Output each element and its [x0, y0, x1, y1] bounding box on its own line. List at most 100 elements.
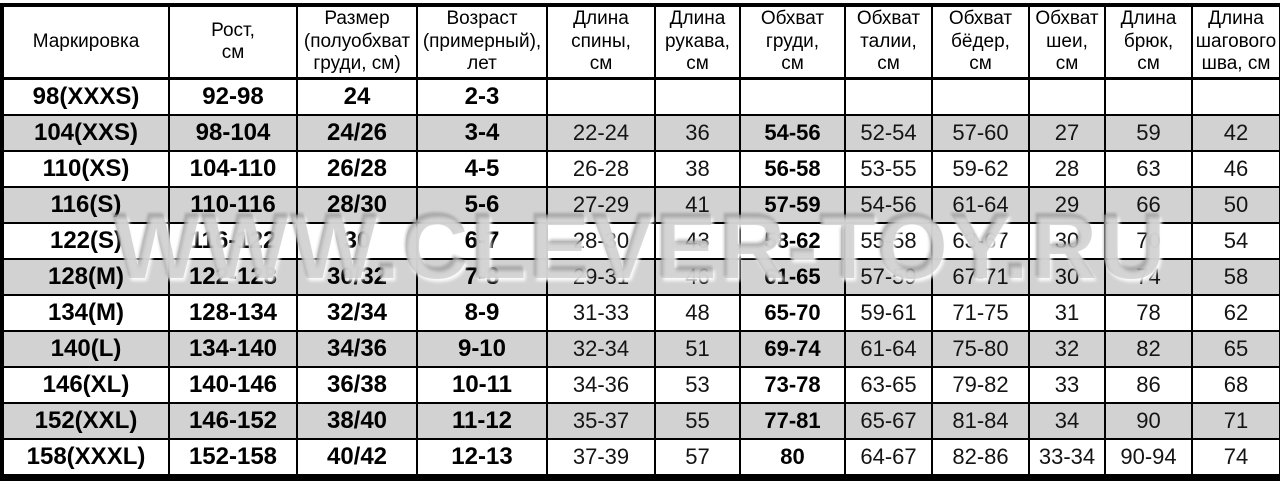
table-cell: 59-62	[931, 150, 1030, 188]
table-cell: 55	[654, 402, 741, 440]
table-cell: 28-30	[546, 222, 656, 260]
table-cell: 4-5	[416, 150, 548, 188]
column-header: Длина спины, см	[546, 4, 656, 80]
table-cell: 26/28	[296, 150, 418, 188]
table-cell: 34	[1028, 402, 1106, 440]
table-cell: 70	[1104, 222, 1193, 260]
table-cell: 98-104	[168, 114, 298, 152]
table-cell: 61-64	[931, 186, 1030, 224]
table-row: 158(XXXL) 152-158 40/42 12-13 37-39 57 80 64-67…	[1, 438, 1280, 479]
table-cell: 41	[654, 186, 741, 224]
marking-cell: 152(XXL)	[1, 402, 170, 440]
table-cell	[1028, 77, 1106, 116]
table-cell: 31-33	[546, 294, 656, 332]
table-cell: 78	[1104, 294, 1193, 332]
table-cell: 12-13	[416, 438, 548, 479]
table-cell: 82	[1104, 330, 1193, 368]
table-cell: 56-58	[739, 150, 846, 188]
table-cell: 90-94	[1104, 438, 1193, 479]
table-cell: 53	[654, 366, 741, 404]
table-cell: 51	[654, 330, 741, 368]
table-cell: 6-7	[416, 222, 548, 260]
marking-cell: 110(XS)	[1, 150, 170, 188]
table-cell: 54	[1191, 222, 1280, 260]
table-cell: 10-11	[416, 366, 548, 404]
marking-cell: 128(M)	[1, 258, 170, 296]
column-header: Возраст (примерный), лет	[416, 4, 548, 80]
table-cell: 81-84	[931, 402, 1030, 440]
table-cell: 38/40	[296, 402, 418, 440]
table-cell: 50	[1191, 186, 1280, 224]
table-cell: 52-54	[844, 114, 933, 152]
table-cell: 75-80	[931, 330, 1030, 368]
table-cell: 46	[1191, 150, 1280, 188]
table-cell: 34/36	[296, 330, 418, 368]
table-row: 140(L) 134-140 34/36 9-10 32-34 51 69-74 61-64 7…	[1, 330, 1280, 368]
table-cell: 79-82	[931, 366, 1030, 404]
table-row: 128(M) 122-128 30/32 7-8 29-31 46 61-65 57-59 67…	[1, 258, 1280, 296]
table-cell	[546, 77, 656, 116]
table-cell: 134-140	[168, 330, 298, 368]
table-cell: 86	[1104, 366, 1193, 404]
table-cell: 30	[296, 222, 418, 260]
table-cell: 122-128	[168, 258, 298, 296]
table-cell: 66	[1104, 186, 1193, 224]
table-row: 122(S) 116-122 30 6-7 28-30 43 58-62 55-58 63-67…	[1, 222, 1280, 260]
table-cell: 80	[739, 438, 846, 479]
marking-cell: 134(M)	[1, 294, 170, 332]
table-row: 104(XXS) 98-104 24/26 3-4 22-24 36 54-56 52-54 5…	[1, 114, 1280, 152]
table-cell: 5-6	[416, 186, 548, 224]
table-row: 110(XS) 104-110 26/28 4-5 26-28 38 56-58 53-55 5…	[1, 150, 1280, 188]
table-cell: 82-86	[931, 438, 1030, 479]
table-cell: 28/30	[296, 186, 418, 224]
table-cell: 30	[1028, 222, 1106, 260]
marking-cell: 146(XL)	[1, 366, 170, 404]
table-cell: 67-71	[931, 258, 1030, 296]
table-cell: 90	[1104, 402, 1193, 440]
size-table: Маркировка Рост, см Размер (полуобхват гру…	[0, 3, 1280, 481]
table-cell: 92-98	[168, 77, 298, 116]
marking-cell: 140(L)	[1, 330, 170, 368]
column-header: Обхват шеи, см	[1028, 4, 1106, 80]
table-row: 152(XXL) 146-152 38/40 11-12 35-37 55 77-81 65-…	[1, 402, 1280, 440]
table-cell: 27-29	[546, 186, 656, 224]
table-cell: 8-9	[416, 294, 548, 332]
table-cell: 55-58	[844, 222, 933, 260]
table-cell: 30	[1028, 258, 1106, 296]
table-cell: 74	[1191, 438, 1280, 479]
table-cell: 46	[654, 258, 741, 296]
table-cell: 59	[1104, 114, 1193, 152]
table-cell: 65-70	[739, 294, 846, 332]
table-cell: 58	[1191, 258, 1280, 296]
marking-cell: 122(S)	[1, 222, 170, 260]
table-row: 98(XXXS) 92-98 24 2-3	[1, 77, 1280, 116]
table-cell: 104-110	[168, 150, 298, 188]
table-cell: 38	[654, 150, 741, 188]
table-cell: 22-24	[546, 114, 656, 152]
table-cell: 68	[1191, 366, 1280, 404]
table-cell: 24	[296, 77, 418, 116]
table-cell	[1191, 77, 1280, 116]
column-header: Длина шагового шва, см	[1191, 4, 1280, 80]
column-header: Размер (полуобхват груди, см)	[296, 4, 418, 80]
table-cell	[739, 77, 846, 116]
table-cell	[654, 77, 741, 116]
table-cell: 48	[654, 294, 741, 332]
table-row: 146(XL) 140-146 36/38 10-11 34-36 53 73-78 63-6…	[1, 366, 1280, 404]
table-cell: 30/32	[296, 258, 418, 296]
table-cell: 146-152	[168, 402, 298, 440]
table-cell: 58-62	[739, 222, 846, 260]
table-cell: 29	[1028, 186, 1106, 224]
table-cell: 71	[1191, 402, 1280, 440]
table-cell: 29-31	[546, 258, 656, 296]
table-cell	[844, 77, 933, 116]
table-cell: 37-39	[546, 438, 656, 479]
table-cell: 57	[654, 438, 741, 479]
table-cell: 34-36	[546, 366, 656, 404]
table-cell: 36	[654, 114, 741, 152]
table-cell: 57-59	[739, 186, 846, 224]
table-row: 116(S) 110-116 28/30 5-6 27-29 41 57-59 54-56 61…	[1, 186, 1280, 224]
marking-cell: 158(XXXL)	[1, 438, 170, 479]
column-header: Обхват талии, см	[844, 4, 933, 80]
table-cell: 31	[1028, 294, 1106, 332]
